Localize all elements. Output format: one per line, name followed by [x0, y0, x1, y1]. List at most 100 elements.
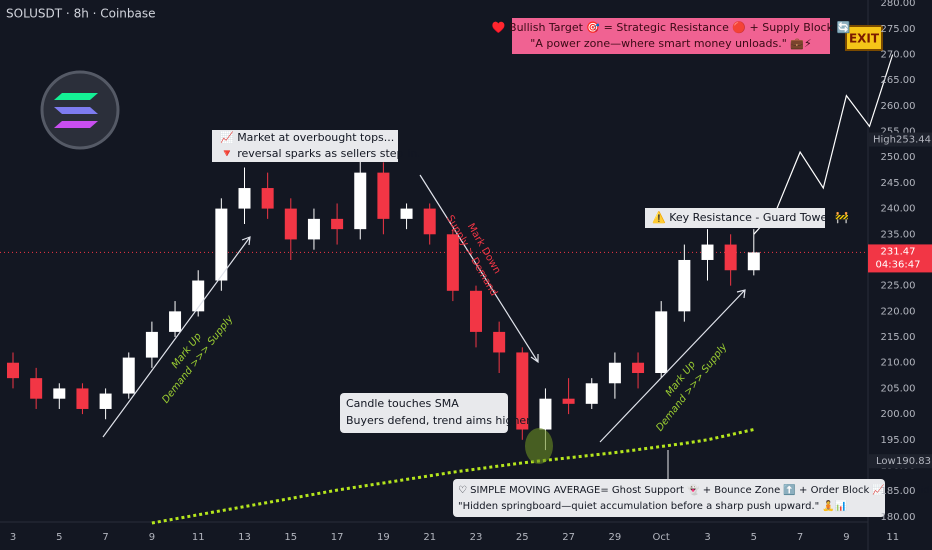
low-marker-label: Low	[876, 456, 896, 467]
candle-body	[539, 398, 552, 430]
x-tick-label: Oct	[653, 532, 670, 543]
x-tick-label: 21	[423, 532, 436, 543]
candle-body	[215, 208, 228, 281]
y-tick-label: 270.00	[881, 49, 916, 60]
x-tick-label: 3	[10, 532, 16, 543]
countdown: 04:36:47	[876, 259, 921, 270]
x-tick-label: 15	[284, 532, 297, 543]
arrows	[102, 174, 746, 443]
candle-body	[76, 388, 89, 409]
annotation: ♥️ Bullish Target 🎯 = Strategic Resistan…	[492, 20, 851, 34]
candle-body	[99, 393, 112, 409]
low-marker	[868, 454, 932, 469]
candle-body	[701, 244, 714, 260]
x-tick-label: 27	[562, 532, 575, 543]
candle-body	[354, 172, 367, 230]
candle-body	[493, 331, 506, 353]
candle-body	[678, 259, 691, 312]
y-tick-label: 260.00	[881, 101, 916, 112]
y-tick-label: 225.00	[881, 281, 916, 292]
candle-body	[53, 388, 66, 399]
annotation: ⚠️ Key Resistance - Guard Tower 🚧	[652, 211, 849, 224]
plot	[0, 54, 894, 525]
candle-body	[261, 188, 274, 209]
x-tick-label: 5	[751, 532, 757, 543]
annotation: "A power zone—where smart money unloads.…	[530, 37, 811, 50]
candle-body	[585, 383, 598, 404]
x-tick-label: 3	[704, 532, 710, 543]
logo	[40, 70, 120, 150]
y-tick-label: 245.00	[881, 178, 916, 189]
target-box	[512, 18, 830, 54]
candle-body	[747, 252, 760, 271]
y-tick-label: 235.00	[881, 229, 916, 240]
x-tick-label: 17	[331, 532, 344, 543]
symbol: SOLUSDT · 8h · Coinbase	[6, 7, 156, 21]
candle-body	[30, 378, 43, 399]
last-price-marker	[868, 244, 932, 273]
candle-body	[516, 352, 529, 430]
x-tick-label: 11	[886, 532, 899, 543]
y-tick-label: 215.00	[881, 332, 916, 343]
annotation: 📈 Market at overbought tops...	[220, 131, 394, 144]
y-tick-label: 205.00	[881, 383, 916, 394]
candle-body	[655, 311, 668, 374]
x-tick-label: 5	[56, 532, 62, 543]
y-tick-label: 280.00	[881, 0, 916, 9]
x-tick-label: 19	[377, 532, 390, 543]
candle-body	[562, 398, 575, 404]
y-tick-label: 185.00	[881, 486, 916, 497]
y-tick-label: 195.00	[881, 435, 916, 446]
candle-body	[307, 218, 320, 240]
sma-touch-box	[340, 393, 508, 433]
y-tick-label: 265.00	[881, 75, 916, 86]
candle-body	[423, 208, 436, 235]
y-tick-label: 220.00	[881, 306, 916, 317]
candle-body	[400, 208, 413, 219]
last-price-label: 231.47	[881, 246, 916, 257]
candle-body	[608, 362, 621, 384]
x-tick-label: 7	[102, 532, 108, 543]
x-tick-label: 25	[516, 532, 529, 543]
y-tick-label: 240.00	[881, 204, 916, 215]
y-tick-label: 255.00	[881, 127, 916, 138]
exit-label: EXIT	[849, 32, 880, 46]
x-tick-label: 7	[797, 532, 803, 543]
candle-body	[7, 362, 19, 379]
y-tick-label: 250.00	[881, 152, 916, 163]
candle-body	[724, 244, 737, 271]
resistance-box	[645, 208, 825, 228]
overbought-box	[212, 130, 398, 162]
annotation: "Hidden springboard—quiet accumulation b…	[458, 499, 847, 512]
low-marker-value: 190.83	[896, 456, 931, 467]
y-tick-label: 275.00	[881, 24, 916, 35]
x-tick-label: 9	[149, 532, 155, 543]
candle-body	[169, 311, 182, 332]
candle-body	[122, 357, 135, 394]
sma-note-box	[453, 479, 885, 517]
y-tick-label: 180.00	[881, 512, 916, 523]
annotation: Candle touches SMA	[346, 397, 459, 410]
x-tick-label: 13	[238, 532, 251, 543]
candle-body	[446, 234, 459, 291]
x-tick-label: 23	[470, 532, 483, 543]
y-tick-label: 210.00	[881, 358, 916, 369]
x-tick-label: 29	[609, 532, 622, 543]
candle-body	[238, 188, 251, 209]
high-marker	[868, 132, 932, 147]
high-marker-value: 253.44	[896, 135, 931, 146]
y-tick-label: 200.00	[881, 409, 916, 420]
candle-body	[470, 290, 482, 332]
annotation: 🔻 reversal sparks as sellers step in.	[220, 147, 421, 160]
candle-body	[331, 218, 344, 230]
candle-body	[377, 172, 390, 219]
annotation: Buyers defend, trend aims higher.	[346, 414, 533, 427]
candle-body	[145, 331, 158, 358]
touch-highlight	[525, 428, 553, 464]
annotation: ♡ SIMPLE MOVING AVERAGE= Ghost Support 👻…	[458, 483, 932, 496]
x-tick-label: 11	[192, 532, 205, 543]
x-tick-label: 9	[843, 532, 849, 543]
